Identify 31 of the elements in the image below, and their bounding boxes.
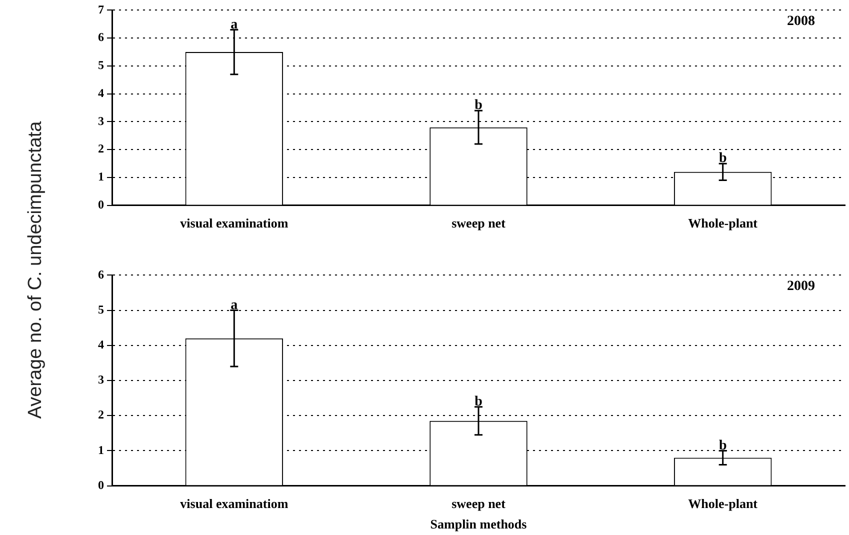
annotation: 2008: [787, 14, 815, 29]
y-tick-label: 2: [98, 142, 104, 156]
y-tick-label: 3: [98, 372, 104, 387]
x-tick-label: sweep net: [452, 216, 506, 231]
y-tick-label: 6: [98, 30, 104, 44]
annotation: b: [474, 98, 483, 114]
y-tick-label: 2: [98, 408, 104, 422]
y-axis-title: Average no. of C. undecimpunctata: [25, 121, 47, 419]
y-tick-label: 1: [98, 442, 104, 457]
annotation: a: [230, 17, 238, 32]
x-tick-label: Whole-plant: [688, 496, 758, 511]
y-tick-label: 7: [98, 2, 104, 16]
x-axis-title: Samplin methods: [430, 516, 527, 532]
y-tick-label: 5: [98, 58, 104, 72]
y-tick-label: 6: [98, 267, 104, 282]
y-tick-label: 0: [98, 197, 104, 212]
annotation: b: [718, 438, 727, 454]
y-tick-label: 5: [98, 302, 104, 316]
y-tick-label: 1: [98, 170, 104, 184]
y-tick-label: 4: [98, 337, 104, 352]
x-tick-label: visual examinatiom: [180, 216, 288, 231]
x-tick-label: Whole-plant: [688, 216, 758, 231]
y-tick-label: 3: [98, 114, 104, 128]
y-tick-label: 0: [98, 478, 104, 492]
y-tick-label: 4: [98, 86, 104, 100]
annotation: a: [230, 298, 238, 313]
x-tick-label: sweep net: [452, 496, 506, 511]
annotation: 2009: [787, 278, 815, 294]
annotation: b: [474, 394, 483, 410]
annotation: b: [718, 151, 727, 166]
x-tick-label: visual examinatiom: [180, 496, 288, 511]
